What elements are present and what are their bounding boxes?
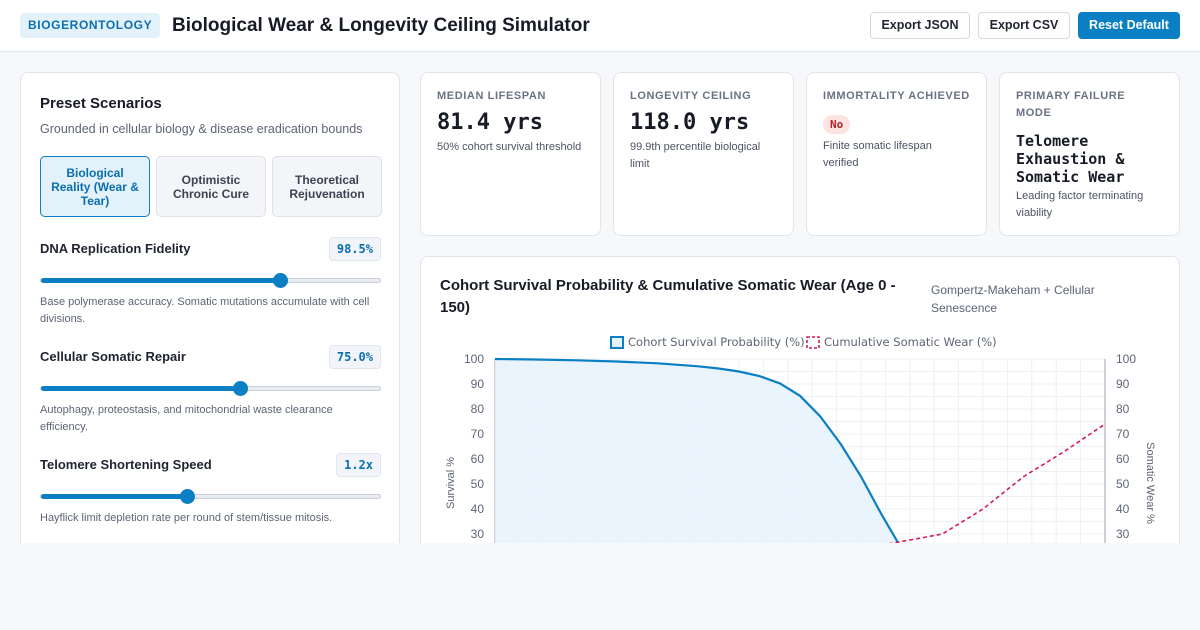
telomere-speed-slider[interactable] xyxy=(40,489,381,504)
export-json-button[interactable]: Export JSON xyxy=(870,12,970,39)
card-note: Finite somatic lifespan verified xyxy=(823,140,932,169)
legend-swatch-somatic-wear xyxy=(806,336,820,349)
y2-axis-label: Somatic Wear % xyxy=(1144,442,1156,524)
preset-optimistic-chronic-cure[interactable]: Optimistic Chronic Cure xyxy=(156,156,266,217)
y2-tick-label: 80 xyxy=(1116,402,1130,416)
y-tick-label: 80 xyxy=(471,402,485,416)
y2-tick-label: 30 xyxy=(1116,527,1130,541)
longevity-ceiling-value: 118.0 yrs xyxy=(630,110,750,135)
legend-swatch-survival xyxy=(610,336,624,349)
card-label: Primary Failure Mode xyxy=(1016,90,1126,119)
y-tick-label: 50 xyxy=(471,477,485,491)
y-tick-label: 40 xyxy=(471,502,485,516)
slider-thumb[interactable] xyxy=(272,273,288,288)
panel-subtitle: Grounded in cellular biology & disease e… xyxy=(40,122,363,136)
median-lifespan-card: Median Lifespan 81.4 yrs 50% cohort surv… xyxy=(420,72,601,236)
legend-label-somatic-wear: Cumulative Somatic Wear (%) xyxy=(824,335,997,349)
telomere-speed-description: Hayflick limit depletion rate per round … xyxy=(40,512,333,524)
y2-tick-label: 50 xyxy=(1116,477,1130,491)
longevity-ceiling-card: Longevity Ceiling 118.0 yrs 99.9th perce… xyxy=(613,72,794,236)
y2-tick-label: 60 xyxy=(1116,452,1130,466)
y2-tick-label: 90 xyxy=(1116,377,1130,391)
failure-mode-card: Primary Failure Mode Telomere Exhaustion… xyxy=(999,72,1180,236)
y2-tick-label: 40 xyxy=(1116,502,1130,516)
y2-tick-label: 100 xyxy=(1116,352,1136,366)
card-label: Immortality Achieved xyxy=(823,90,970,102)
somatic-repair-slider[interactable] xyxy=(40,381,381,396)
chart-model-label: Gompertz-Makeham + Cellular Senescence xyxy=(931,283,1095,315)
dna-fidelity-value: 98.5% xyxy=(328,237,381,261)
y-tick-label: 90 xyxy=(471,377,485,391)
legend-label-survival: Cohort Survival Probability (%) xyxy=(628,335,805,349)
top-bar: BIOGERONTOLOGY Biological Wear & Longevi… xyxy=(0,0,1200,52)
app-title: Biological Wear & Longevity Ceiling Simu… xyxy=(172,15,590,36)
export-csv-button[interactable]: Export CSV xyxy=(978,12,1070,39)
slider-fill xyxy=(41,494,187,499)
y-tick-label: 60 xyxy=(471,452,485,466)
reset-default-button[interactable]: Reset Default xyxy=(1078,12,1180,39)
preset-theoretical-rejuvenation[interactable]: Theoretical Rejuvenation xyxy=(272,156,382,217)
y-tick-label: 100 xyxy=(464,352,484,366)
y-axis-label: Survival % xyxy=(445,457,457,509)
survival-area xyxy=(495,359,945,595)
card-note: Leading factor terminating viability xyxy=(1016,190,1144,219)
slider-fill xyxy=(41,278,280,283)
card-label: Median Lifespan xyxy=(437,90,547,102)
y-tick-label: 30 xyxy=(471,527,485,541)
chart-title: Cohort Survival Probability & Cumulative… xyxy=(440,277,896,316)
card-note: 50% cohort survival threshold xyxy=(437,141,582,153)
card-label: Longevity Ceiling xyxy=(630,90,752,102)
preset-panel: Preset Scenarios Grounded in cellular bi… xyxy=(20,72,400,592)
dna-fidelity-description: Base polymerase accuracy. Somatic mutati… xyxy=(40,296,370,325)
slider-fill xyxy=(41,386,241,391)
median-lifespan-value: 81.4 yrs xyxy=(437,110,543,135)
slider-thumb[interactable] xyxy=(233,381,249,396)
y-tick-label: 70 xyxy=(471,427,485,441)
somatic-repair-value: 75.0% xyxy=(328,345,381,369)
failure-mode-value: Telomere Exhaustion & Somatic Wear xyxy=(1016,132,1125,186)
telomere-speed-label: Telomere Shortening Speed xyxy=(40,457,212,472)
preset-biological-reality[interactable]: Biological Reality (Wear & Tear) xyxy=(40,156,150,217)
immortality-status-badge: No xyxy=(823,115,851,134)
somatic-repair-description: Autophagy, proteostasis, and mitochondri… xyxy=(40,404,333,433)
immortality-card: Immortality Achieved No Finite somatic l… xyxy=(806,72,987,236)
brand-badge: BIOGERONTOLOGY xyxy=(20,13,161,38)
panel-title: Preset Scenarios xyxy=(40,95,162,112)
card-note: 99.9th percentile biological limit xyxy=(630,141,761,170)
somatic-repair-label: Cellular Somatic Repair xyxy=(40,349,186,364)
dna-fidelity-slider[interactable] xyxy=(40,273,381,288)
slider-thumb[interactable] xyxy=(179,489,195,504)
telomere-speed-value: 1.2x xyxy=(336,453,381,477)
y2-tick-label: 70 xyxy=(1116,427,1130,441)
viewport-cutoff xyxy=(0,543,1200,630)
dna-fidelity-label: DNA Replication Fidelity xyxy=(40,241,191,256)
